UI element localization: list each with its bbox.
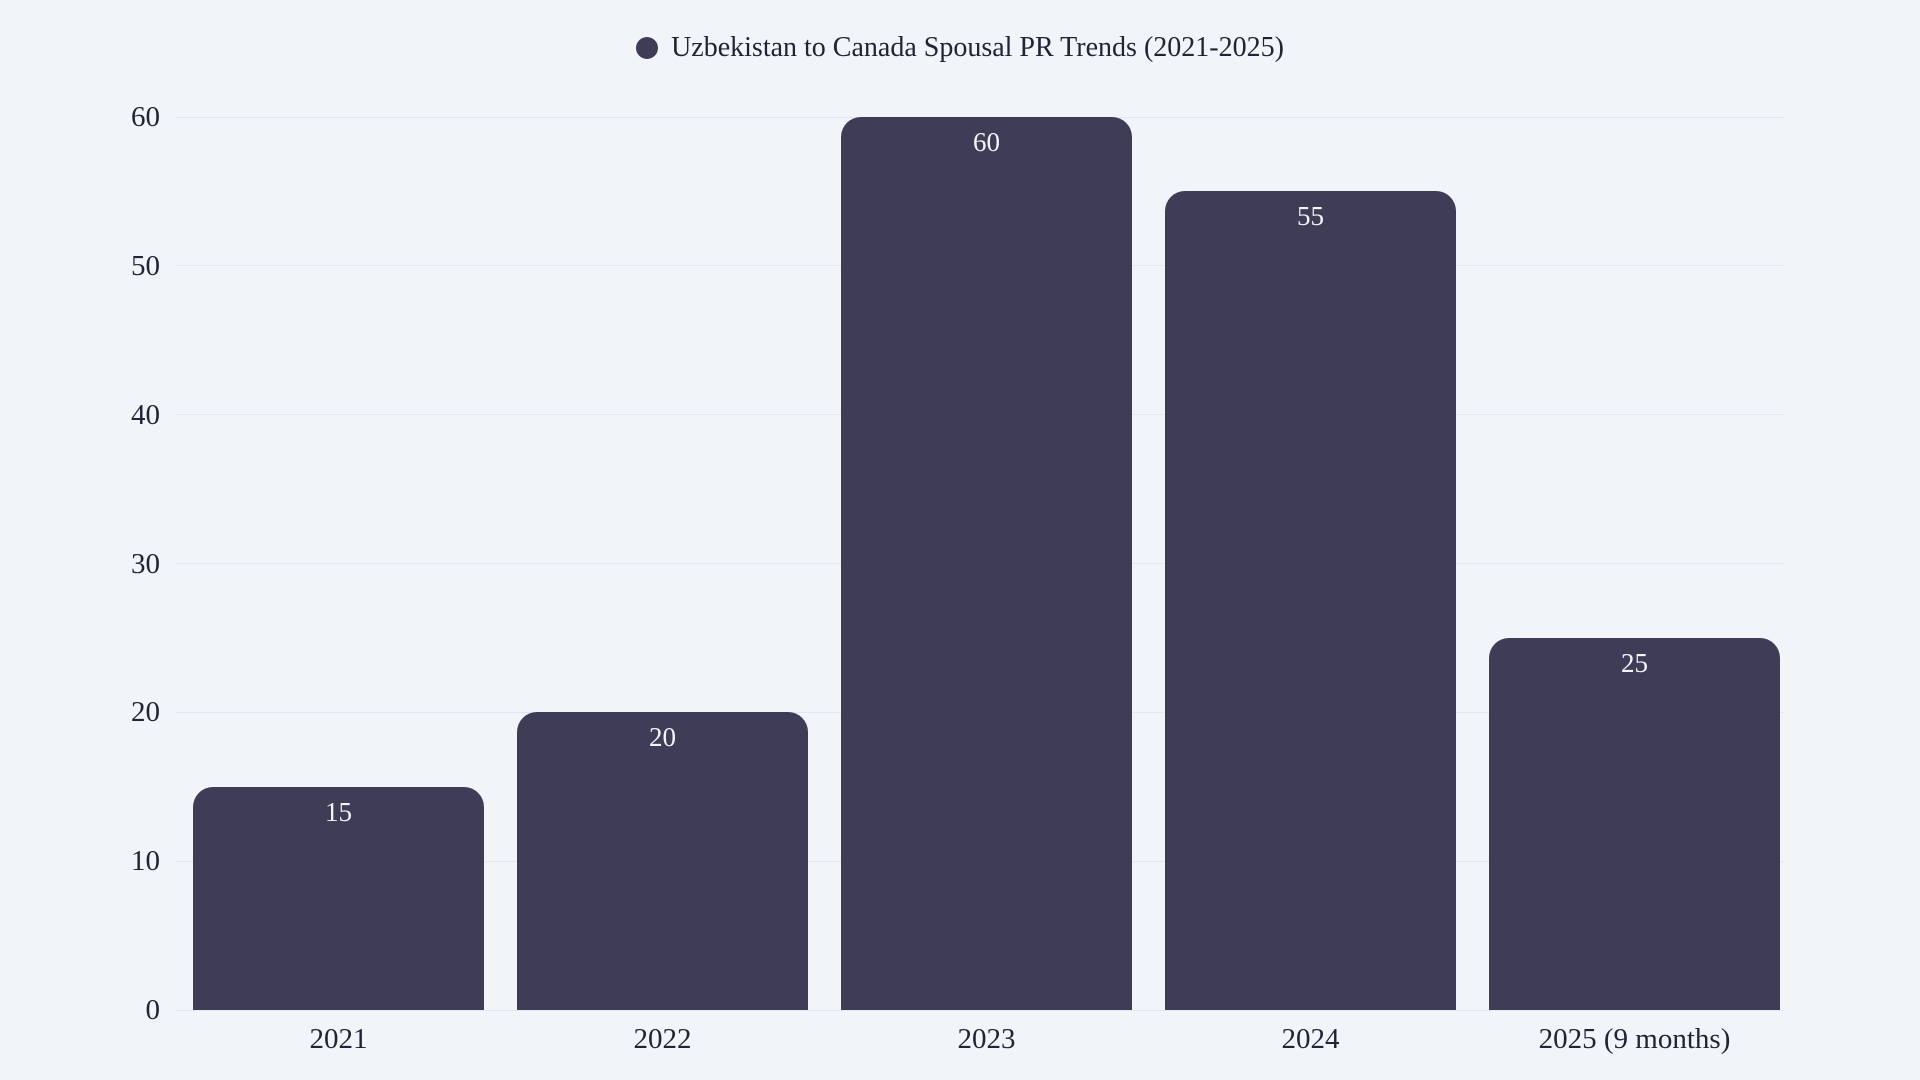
x-axis-tick-label: 2022 [633, 1023, 692, 1055]
bar-value-label: 25 [1621, 647, 1648, 678]
chart-legend[interactable]: Uzbekistan to Canada Spousal PR Trends (… [0, 30, 1920, 66]
y-axis-tick-label: 20 [131, 696, 160, 729]
y-axis-tick-label: 10 [131, 845, 160, 878]
legend-circle-icon [636, 37, 659, 59]
gridline [176, 1009, 1784, 1011]
bar-value-label: 55 [1297, 201, 1324, 232]
x-axis-tick-label: 2023 [957, 1023, 1016, 1055]
y-axis-tick-label: 60 [131, 101, 160, 133]
bar-2022[interactable]: 20 [517, 712, 808, 1010]
chart-title: Uzbekistan to Canada Spousal PR Trends (… [671, 32, 1284, 63]
x-axis-tick-label: 2024 [1281, 1023, 1340, 1055]
bar-value-label: 60 [973, 127, 1000, 157]
x-axis-tick-label: 2021 [309, 1023, 368, 1055]
bar-value-label: 20 [649, 722, 676, 753]
y-axis-tick-label: 0 [145, 994, 161, 1026]
bar-2024[interactable]: 55 [1165, 191, 1456, 1010]
y-axis-tick-label: 50 [131, 249, 160, 282]
x-axis-tick-label: 2025 (9 months) [1538, 1023, 1731, 1055]
bar-2023[interactable]: 60 [841, 117, 1132, 1010]
bar-2025 (9 months)[interactable]: 25 [1489, 637, 1780, 1010]
bar-2021[interactable]: 15 [193, 786, 484, 1010]
bar-value-label: 15 [325, 796, 352, 827]
y-axis-tick-label: 30 [131, 547, 160, 580]
y-axis-tick-label: 40 [131, 398, 160, 431]
